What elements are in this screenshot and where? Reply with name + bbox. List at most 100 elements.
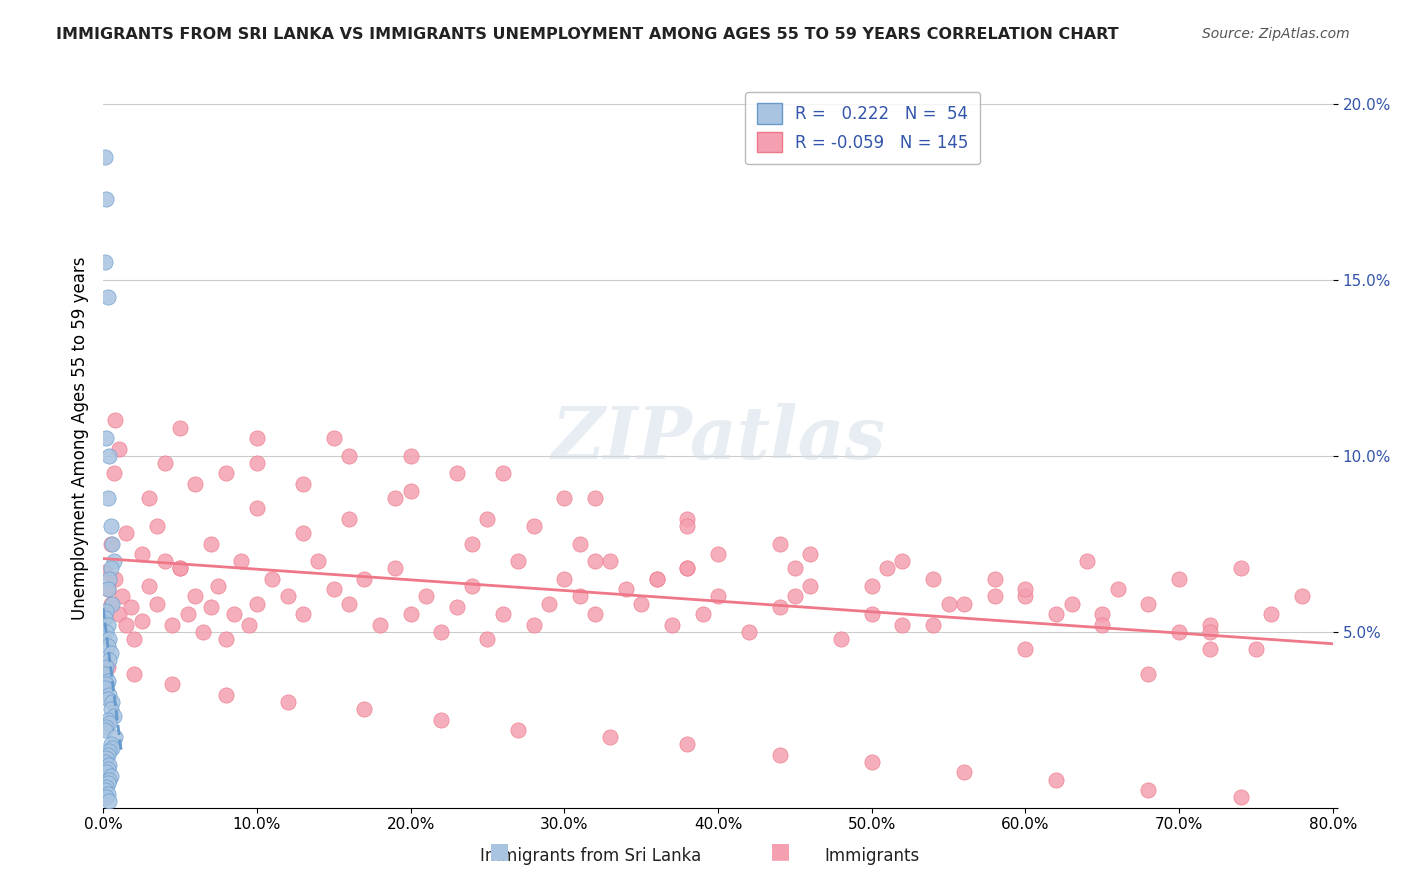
Point	[461, 579, 484, 593]
Point	[93, 149, 115, 163]
Point	[291, 476, 314, 491]
Point	[707, 547, 730, 561]
Point	[96, 603, 118, 617]
Point	[98, 772, 121, 787]
Point	[100, 561, 122, 575]
Point	[98, 688, 121, 702]
Point	[122, 632, 145, 646]
Point	[291, 607, 314, 621]
Point	[1168, 624, 1191, 639]
Point	[96, 677, 118, 691]
Point	[96, 192, 118, 206]
Point	[1137, 667, 1160, 681]
Point	[98, 632, 121, 646]
Point	[1091, 617, 1114, 632]
Point	[100, 646, 122, 660]
Point	[876, 561, 898, 575]
Point	[93, 610, 115, 624]
Point	[169, 420, 191, 434]
Point	[922, 617, 945, 632]
Point	[922, 572, 945, 586]
Point	[1091, 607, 1114, 621]
Point	[583, 607, 606, 621]
Point	[207, 579, 229, 593]
Point	[830, 632, 852, 646]
Point	[676, 561, 699, 575]
Point	[96, 751, 118, 765]
Point	[120, 600, 142, 615]
Point	[96, 660, 118, 674]
Point	[96, 790, 118, 805]
Point	[399, 483, 422, 498]
Point	[676, 519, 699, 533]
Point	[96, 765, 118, 780]
Point	[97, 290, 120, 304]
Point	[1014, 582, 1036, 597]
Point	[337, 449, 360, 463]
Point	[1260, 607, 1282, 621]
Point	[107, 442, 129, 456]
Point	[97, 713, 120, 727]
Point	[307, 554, 329, 568]
Point	[353, 572, 375, 586]
Point	[368, 617, 391, 632]
Point	[103, 467, 125, 481]
Point	[1076, 554, 1098, 568]
Point	[1199, 642, 1222, 657]
Point	[96, 780, 118, 794]
Point	[104, 731, 127, 745]
Point	[1014, 642, 1036, 657]
Point	[860, 607, 883, 621]
Point	[93, 565, 115, 579]
Point	[97, 762, 120, 776]
Point	[96, 624, 118, 639]
Point	[262, 572, 284, 586]
Point	[692, 607, 714, 621]
Point	[1291, 590, 1313, 604]
Point	[215, 688, 238, 702]
Point	[169, 561, 191, 575]
Point	[891, 617, 914, 632]
Text: Immigrants: Immigrants	[824, 847, 920, 865]
Point	[322, 582, 344, 597]
Point	[122, 667, 145, 681]
Point	[630, 597, 652, 611]
Point	[215, 467, 238, 481]
Point	[860, 755, 883, 769]
Point	[110, 590, 132, 604]
Point	[101, 740, 124, 755]
Point	[446, 467, 468, 481]
Point	[176, 607, 198, 621]
Point	[783, 590, 806, 604]
Point	[583, 491, 606, 505]
Point	[430, 713, 453, 727]
Point	[98, 744, 121, 758]
Point	[104, 413, 127, 427]
Point	[492, 467, 515, 481]
Point	[146, 519, 169, 533]
Point	[98, 449, 121, 463]
Point	[599, 731, 621, 745]
Point	[1244, 642, 1267, 657]
Point	[645, 572, 668, 586]
Point	[568, 590, 591, 604]
Point	[953, 765, 976, 780]
Point	[146, 597, 169, 611]
Point	[100, 737, 122, 751]
Point	[101, 597, 124, 611]
Point	[953, 597, 976, 611]
Point	[97, 691, 120, 706]
Point	[115, 617, 138, 632]
Point	[100, 519, 122, 533]
Point	[93, 723, 115, 738]
Point	[96, 720, 118, 734]
Point	[93, 783, 115, 797]
Point	[1045, 772, 1067, 787]
Point	[1137, 597, 1160, 611]
Point	[1229, 561, 1251, 575]
Point	[399, 449, 422, 463]
Point	[1045, 607, 1067, 621]
Text: ■: ■	[489, 841, 509, 861]
Point	[101, 537, 124, 551]
Point	[522, 617, 544, 632]
